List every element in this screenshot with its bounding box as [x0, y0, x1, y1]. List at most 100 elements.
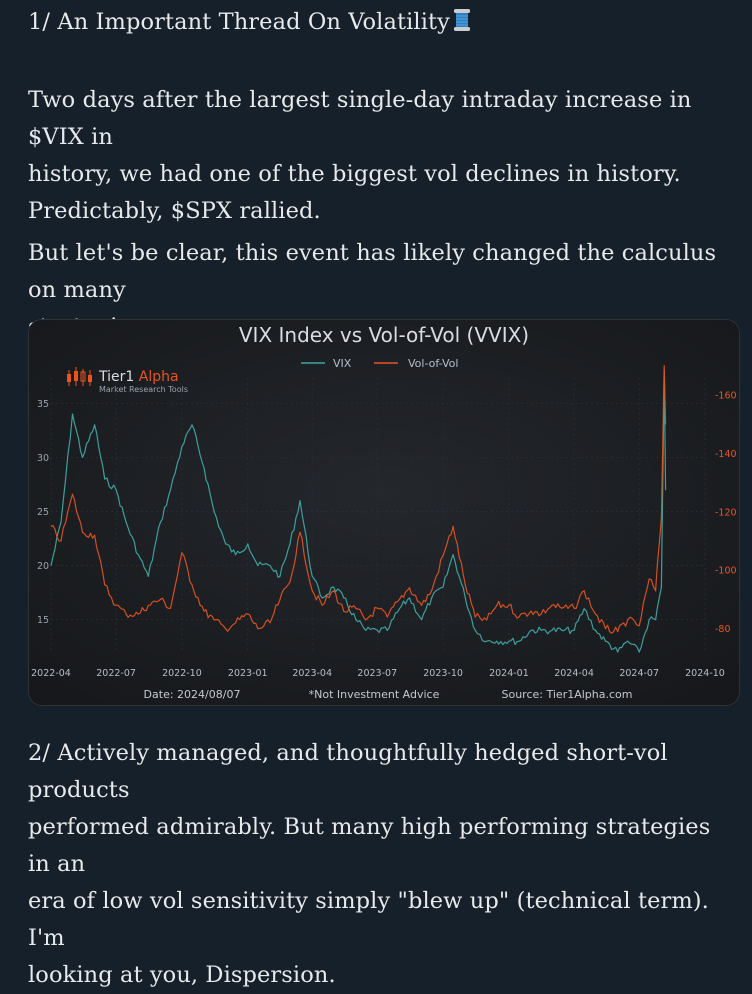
data-point-vix-2023-10-15 [452, 554, 454, 556]
data-point-vix-2024-04-01 [573, 629, 575, 631]
data-point-vol-of-vol-2024-08-01 [660, 517, 663, 519]
data-point-vix-2024-06-15 [627, 640, 629, 642]
data-point-vol-of-vol-2022-06-01 [94, 534, 96, 536]
data-point-vol-of-vol-2024-06-15 [627, 619, 629, 621]
data-point-vix-2023-11-01 [464, 597, 466, 599]
x-tick-label-2022-07: 2022-07 [96, 668, 136, 679]
data-point-vix-2022-05-15 [81, 456, 84, 458]
data-point-vol-of-vol-2022-11-15 [213, 619, 215, 621]
data-point-vix-2022-06-15 [104, 478, 106, 480]
chart-axes: 2022-04 2022-07 2022-10 2023-01 2023-04 2023-… [31, 391, 736, 679]
data-point-vol-of-vol-2024-05-15 [604, 628, 607, 630]
data-point-vol-of-vol-2024-04-01 [573, 607, 575, 609]
chart-footer: Date: 2024/08/07 *Not Investment Advice … [144, 688, 633, 701]
data-point-vol-of-vol-2022-10-15 [191, 584, 193, 586]
data-point-vol-of-vol-2023-06-01 [355, 607, 357, 609]
data-point-vol-of-vol-2023-07-15 [386, 616, 388, 618]
data-point-vix-2022-09-01 [159, 521, 162, 523]
data-point-vol-of-vol-2022-04-15 [60, 540, 62, 542]
data-point-vix-2022-08-15 [147, 575, 149, 577]
data-point-vol-of-vol-2024-02-01 [530, 610, 532, 612]
post-paragraph-3: 2/ Actively managed, and thoughtfully he… [28, 740, 711, 988]
data-point-vol-of-vol-2023-04-01 [311, 590, 313, 592]
data-point-vix-2024-07-01 [638, 651, 640, 653]
data-point-vol-of-vol-2023-11-01 [464, 584, 466, 586]
data-point-vol-of-vol-2023-02-01 [269, 622, 271, 624]
data-point-vol-of-vol-2022-06-15 [104, 584, 106, 586]
y-right-tick-label-80: -80 [715, 624, 731, 635]
data-point-vol-of-vol-2023-01-15 [257, 628, 259, 630]
data-point-vix-2023-06-15 [365, 629, 367, 631]
data-point-vix-2022-08-01 [137, 554, 139, 556]
data-point-vix-2023-04-15 [321, 597, 323, 599]
chart-footer-source: Source: Tier1Alpha.com [502, 688, 633, 701]
data-point-vix-2022-10-15 [191, 424, 193, 426]
y-right-tick-label-120: -120 [715, 507, 737, 518]
x-tick-label-2023-07: 2023-07 [357, 668, 397, 679]
data-point-vix-2023-12-01 [486, 640, 488, 642]
data-point-vix-2023-12-15 [496, 640, 498, 642]
legend-label-vol-of-vol: Vol-of-Vol [408, 357, 458, 370]
data-point-vol-of-vol-2022-11-01 [203, 610, 205, 612]
data-point-vol-of-vol-2024-02-15 [540, 613, 542, 615]
y-left-tick-label-15: 15 [37, 615, 49, 626]
chart-grid [50, 378, 706, 652]
data-point-vol-of-vol-2022-12-01 [225, 628, 227, 630]
logo-accent: Alpha [139, 369, 179, 385]
data-point-vix-2023-05-01 [333, 586, 335, 588]
data-point-vol-of-vol-2023-08-15 [408, 587, 411, 589]
data-point-vix-2024-05-15 [604, 640, 607, 642]
chart-legend: VIX Vol-of-Vol [301, 357, 458, 370]
data-point-vol-of-vol-2023-07-01 [376, 607, 378, 609]
data-point-vol-of-vol-2022-05-01 [71, 493, 74, 495]
data-point-vol-of-vol-2023-12-15 [496, 604, 498, 606]
data-point-vol-of-vol-2023-02-15 [279, 598, 281, 600]
data-point-vol-of-vol-2022-10-01 [181, 552, 183, 554]
data-point-vol-of-vol-2024-08-07 [665, 423, 667, 425]
logo-name: Tier1 [98, 369, 134, 385]
x-tick-label-2022-04: 2022-04 [31, 668, 71, 679]
series-line-vix [50, 370, 667, 653]
data-point-vol-of-vol-2024-05-01 [594, 613, 597, 615]
data-point-vix-2023-02-15 [279, 575, 281, 577]
chart-footer-date: Date: 2024/08/07 [144, 688, 241, 701]
data-point-vix-2023-06-01 [355, 619, 357, 621]
data-point-vol-of-vol-2024-06-01 [617, 631, 619, 633]
chart-image[interactable]: VIX Index vs Vol-of-Vol (VVIX) VIX Vol-o… [28, 319, 740, 706]
data-point-vol-of-vol-2024-01-01 [508, 604, 510, 606]
data-point-vol-of-vol-2022-05-15 [81, 531, 84, 533]
x-tick-label-2023-01: 2023-01 [228, 668, 268, 679]
data-point-vix-2023-09-15 [431, 597, 433, 599]
data-point-vix-2023-10-01 [442, 586, 444, 588]
data-point-vol-of-vol-2023-04-15 [321, 604, 323, 606]
data-point-vol-of-vol-2023-05-01 [333, 590, 335, 592]
chart-footer-disclaimer: *Not Investment Advice [309, 688, 440, 701]
data-point-vix-2023-07-15 [386, 629, 388, 631]
data-point-vix-2022-12-01 [225, 543, 227, 545]
data-point-vix-2023-11-15 [474, 629, 476, 631]
series-line-vol-of-vol [50, 365, 667, 634]
data-point-vol-of-vol-2024-03-15 [561, 607, 563, 609]
data-point-vol-of-vol-2023-08-01 [398, 598, 401, 600]
data-point-vix-2023-07-01 [376, 629, 378, 631]
x-tick-label-2024-10: 2024-10 [685, 668, 725, 679]
data-point-vol-of-vol-2024-08-05 [663, 365, 665, 367]
data-point-vix-2022-07-01 [115, 489, 117, 491]
data-point-vix-2023-05-15 [343, 597, 345, 599]
post-paragraph-1: Two days after the largest single-day in… [28, 87, 692, 224]
data-point-vix-2022-04-15 [60, 521, 62, 523]
data-point-vol-of-vol-2022-09-01 [159, 598, 162, 600]
legend-label-vix: VIX [333, 357, 352, 370]
data-point-vol-of-vol-2023-01-01 [247, 613, 249, 615]
data-point-vix-2024-06-01 [617, 651, 619, 653]
y-left-tick-label-35: 35 [37, 399, 49, 410]
x-tick-label-2024-01: 2024-01 [489, 668, 529, 679]
data-point-vol-of-vol-2023-09-01 [421, 604, 423, 606]
logo-wordmark: Tier1 Alpha [98, 369, 179, 385]
y-right-tick-label-100: -100 [715, 566, 737, 577]
logo-tagline: Market Research Tools [99, 385, 188, 394]
x-tick-label-2023-04: 2023-04 [292, 668, 332, 679]
vix-vvix-chart: VIX Index vs Vol-of-Vol (VVIX) VIX Vol-o… [29, 320, 739, 705]
data-point-vol-of-vol-2023-10-15 [452, 525, 454, 527]
data-point-vix-2024-03-01 [551, 629, 553, 631]
